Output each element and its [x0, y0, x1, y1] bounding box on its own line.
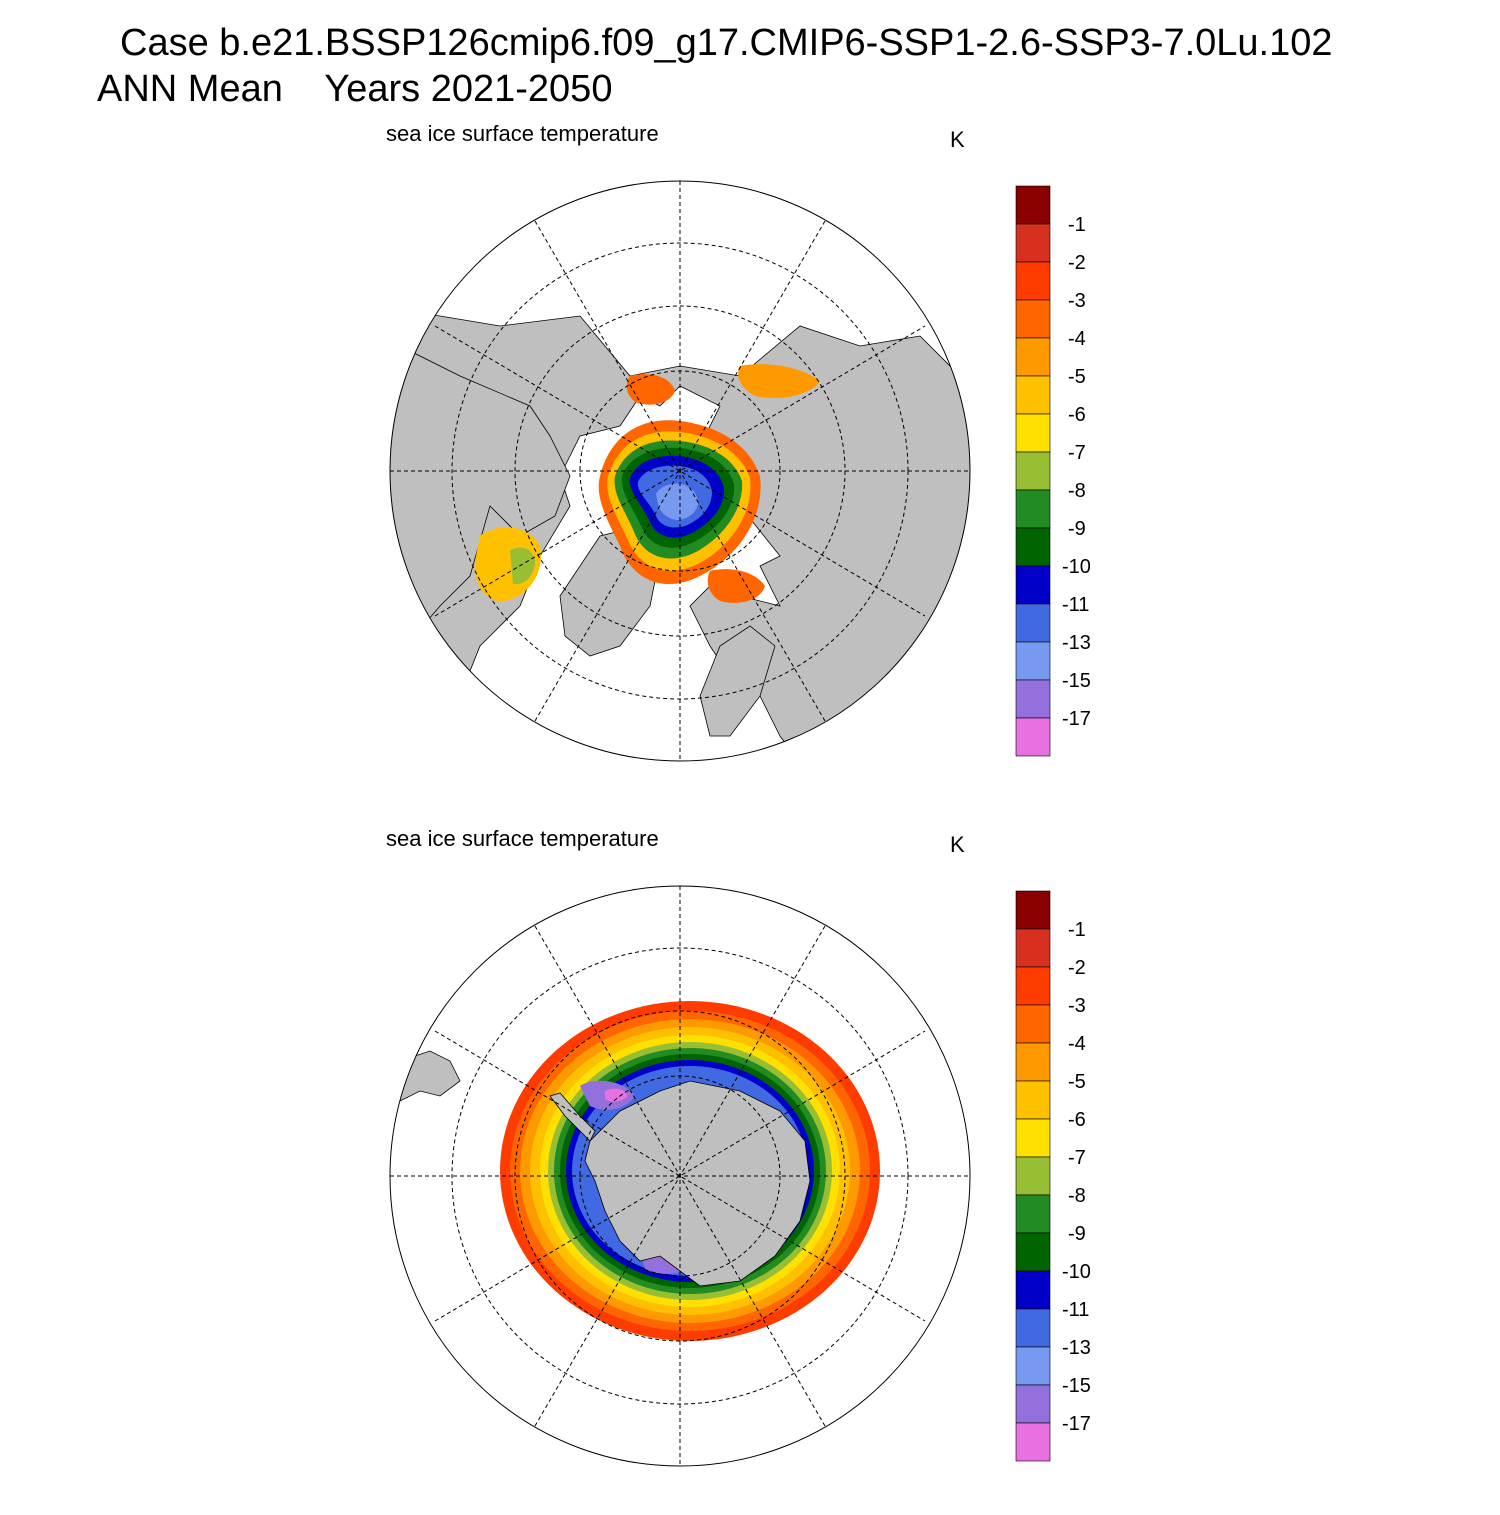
colorbar-tick-label: -15 [1062, 1375, 1091, 1397]
colorbar-tick-label: -10 [1062, 556, 1091, 578]
colorbar-tick-label: -1 [1068, 919, 1086, 941]
land-south-america [399, 1050, 461, 1102]
arctic-panel: sea ice surface temperature K [0, 110, 1500, 810]
land-antarctica [584, 1080, 811, 1287]
colorbar-swatches [1015, 185, 1051, 757]
colorbar-tick-label: -7 [1068, 1147, 1086, 1169]
colorbar-tick-label: -7 [1068, 442, 1086, 464]
land-antarctic-peninsula [549, 1092, 596, 1142]
colorbar-tick-label: -1 [1068, 214, 1086, 236]
colorbar-tick-label: -6 [1068, 404, 1086, 426]
colorbar-tick-label: -10 [1062, 1261, 1091, 1283]
panel-title: sea ice surface temperature [386, 826, 659, 851]
arctic-polar-map [389, 180, 971, 762]
colorbar-tick-label: -6 [1068, 1109, 1086, 1131]
colorbar-tick-label: -8 [1068, 1185, 1086, 1207]
colorbar-tick-label: -3 [1068, 995, 1086, 1017]
colorbar-tick-label: -2 [1068, 957, 1086, 979]
colorbar-tick-label: -17 [1062, 708, 1091, 730]
antarctic-polar-map [389, 885, 971, 1467]
colorbar-tick-label: -11 [1062, 1299, 1089, 1321]
graticule [390, 181, 970, 761]
colorbar-tick-label: -3 [1068, 290, 1086, 312]
colorbar-swatches [1015, 890, 1051, 1462]
colorbar-tick-label: -4 [1068, 1033, 1086, 1055]
colorbar: -1 -2 -3 -4 -5 -6 -7 -8 -9 -10 -11 -13 -… [1015, 890, 1091, 1462]
colorbar-tick-label: -13 [1062, 632, 1091, 654]
colorbar-tick-label: -13 [1062, 1337, 1091, 1359]
figure-title-line-1: Case b.e21.BSSP126cmip6.f09_g17.CMIP6-SS… [120, 22, 1333, 64]
figure-title-line-2: ANN Mean Years 2021-2050 [97, 68, 613, 110]
colorbar-tick-label: -2 [1068, 252, 1086, 274]
arctic-sea-ice [474, 364, 820, 603]
graticule [390, 886, 970, 1466]
colorbar-tick-label: -15 [1062, 670, 1091, 692]
colorbar-tick-label: -4 [1068, 328, 1086, 350]
colorbar-tick-label: -17 [1062, 1413, 1091, 1435]
unit-label: K [950, 127, 965, 152]
colorbar-tick-label: -9 [1068, 518, 1086, 540]
colorbar-ticks: -1 -2 -3 -4 -5 -6 -7 -8 -9 -10 -11 -13 -… [1062, 919, 1091, 1435]
colorbar-ticks: -1 -2 -3 -4 -5 -6 -7 -8 -9 -10 -11 -13 -… [1062, 214, 1091, 730]
land-scandinavia [699, 625, 776, 737]
panel-title: sea ice surface temperature [386, 121, 659, 146]
colorbar: -1 -2 -3 -4 -5 -6 -7 -8 -9 -10 -11 -13 -… [1015, 185, 1091, 757]
colorbar-tick-label: -9 [1068, 1223, 1086, 1245]
antarctic-panel: sea ice surface temperature K [0, 815, 1500, 1515]
colorbar-tick-label: -11 [1062, 594, 1089, 616]
colorbar-tick-label: -5 [1068, 1071, 1086, 1093]
unit-label: K [950, 832, 965, 857]
colorbar-tick-label: -5 [1068, 366, 1086, 388]
colorbar-tick-label: -8 [1068, 480, 1086, 502]
